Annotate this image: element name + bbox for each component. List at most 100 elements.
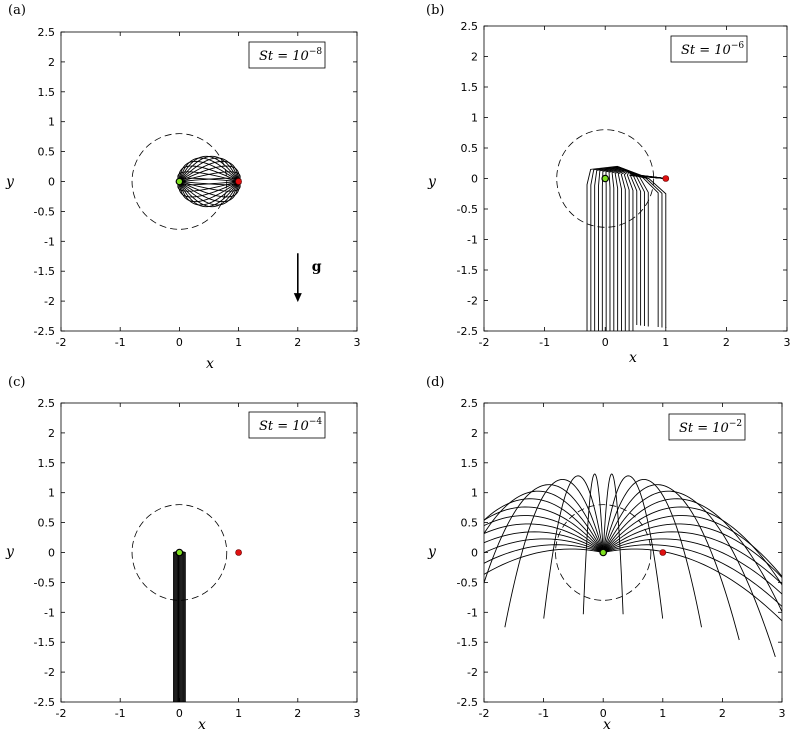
x-axis-label: x [603, 717, 611, 733]
y-tick-label: -0.5 [34, 205, 55, 218]
y-tick-label: 0.5 [461, 517, 479, 530]
panel-label: (b) [426, 3, 444, 18]
trajectory-line [484, 538, 604, 554]
y-tick-label: -0.5 [34, 576, 55, 589]
annotation-base: St = 10 [681, 43, 731, 58]
trajectory-line [179, 181, 240, 206]
trajectory-line [598, 167, 666, 331]
trajectory-line [602, 475, 664, 619]
y-tick-label: 1 [471, 487, 478, 500]
y-tick-label: 2.5 [38, 397, 56, 410]
trajectory-line [177, 171, 239, 182]
y-tick-label: 1.5 [38, 86, 56, 99]
trajectory-line [543, 475, 604, 619]
y-tick-label: -1 [467, 234, 478, 247]
trajectory-line [602, 484, 740, 641]
y-tick-label: 1.5 [461, 457, 479, 470]
trajectory-line [178, 155, 239, 182]
trajectory-line [178, 181, 239, 206]
y-tick-label: 2.5 [461, 397, 479, 410]
annotation-text: St = 10−6 [681, 41, 744, 58]
y-tick-label: -1 [44, 606, 55, 619]
annotation-text: St = 10−8 [259, 47, 322, 64]
green-point [601, 174, 610, 183]
y-tick-label: -2.5 [34, 325, 55, 338]
panel-label: (d) [426, 375, 444, 390]
trajectory-line [178, 157, 239, 182]
y-tick-label: 1 [471, 112, 478, 125]
trajectory-line [602, 498, 782, 613]
trajectory-line [601, 167, 666, 331]
annotation-box [248, 41, 326, 69]
trajectory-line [605, 168, 666, 331]
trajectory-line [617, 170, 666, 331]
green-point [175, 548, 184, 557]
x-tick-label: 0 [600, 707, 607, 720]
x-tick-label: -1 [115, 707, 126, 720]
x-tick-label: 2 [719, 707, 726, 720]
trajectories [484, 473, 782, 657]
axes-frame [60, 31, 358, 332]
annotation-exponent: −4 [309, 417, 323, 427]
y-axis-label: y [5, 544, 15, 560]
x-tick-label: 3 [354, 336, 361, 349]
annotation-exponent: −2 [729, 419, 742, 429]
red-point [662, 175, 670, 182]
y-tick-label: 1.5 [461, 81, 479, 94]
y-tick-label: 0 [48, 176, 55, 189]
x-tick-label: 1 [659, 707, 666, 720]
y-tick-label: 1 [48, 487, 55, 500]
trajectory-line [484, 531, 604, 553]
y-axis-label: y [427, 174, 437, 190]
green-point [175, 177, 184, 186]
y-tick-label: -2.5 [34, 696, 55, 709]
trajectories [173, 550, 186, 702]
x-tick-label: -1 [539, 336, 550, 349]
gravity-arrow-head [293, 293, 302, 303]
green-point [599, 548, 608, 557]
red-point [235, 178, 242, 185]
y-tick-label: -1.5 [34, 265, 55, 278]
y-tick-label: -1 [44, 235, 55, 248]
y-tick-label: 0.5 [461, 142, 479, 155]
trajectory-line [586, 165, 666, 331]
y-tick-label: 2 [48, 427, 55, 440]
red-point [659, 549, 667, 556]
gravity-label: g [312, 259, 322, 275]
y-tick-label: -1.5 [34, 636, 55, 649]
y-tick-label: -1 [467, 606, 478, 619]
trajectory-line [611, 169, 666, 331]
x-tick-label: 3 [784, 336, 791, 349]
annotation-box [248, 411, 326, 439]
dashed-circle [556, 129, 655, 228]
trajectory-line [594, 166, 666, 331]
trajectory-line [179, 157, 240, 182]
trajectory-line [179, 181, 240, 198]
trajectory-line [179, 181, 241, 192]
x-tick-label: 3 [354, 707, 361, 720]
trajectory-line [484, 548, 604, 575]
dashed-circle [131, 504, 228, 601]
y-tick-label: 1.5 [38, 457, 56, 470]
y-tick-label: -0.5 [457, 203, 478, 216]
panel-a: (a)-2 -1 0 1 2 32.521.510.50-0.5-1-1.5-2-2.5x… [5, 3, 361, 372]
trajectories [586, 165, 667, 331]
axes-frame [483, 25, 788, 332]
trajectory-line [484, 523, 604, 553]
y-tick-label: -2 [44, 666, 55, 679]
x-tick-label: 2 [294, 336, 301, 349]
dashed-circle [555, 504, 652, 601]
y-tick-label: -0.5 [457, 576, 478, 589]
trajectory-line [178, 165, 239, 182]
trajectory-line [179, 155, 240, 182]
x-tick-label: -2 [56, 707, 67, 720]
x-axis-label: x [629, 350, 637, 366]
annotation-box [670, 35, 748, 63]
y-tick-label: 2 [471, 427, 478, 440]
trajectory-line [623, 171, 666, 331]
trajectories [176, 155, 242, 208]
trajectory-line [484, 544, 604, 564]
trajectory-line [608, 168, 666, 331]
panel-label: (c) [8, 375, 25, 390]
trajectory-line [504, 479, 604, 628]
